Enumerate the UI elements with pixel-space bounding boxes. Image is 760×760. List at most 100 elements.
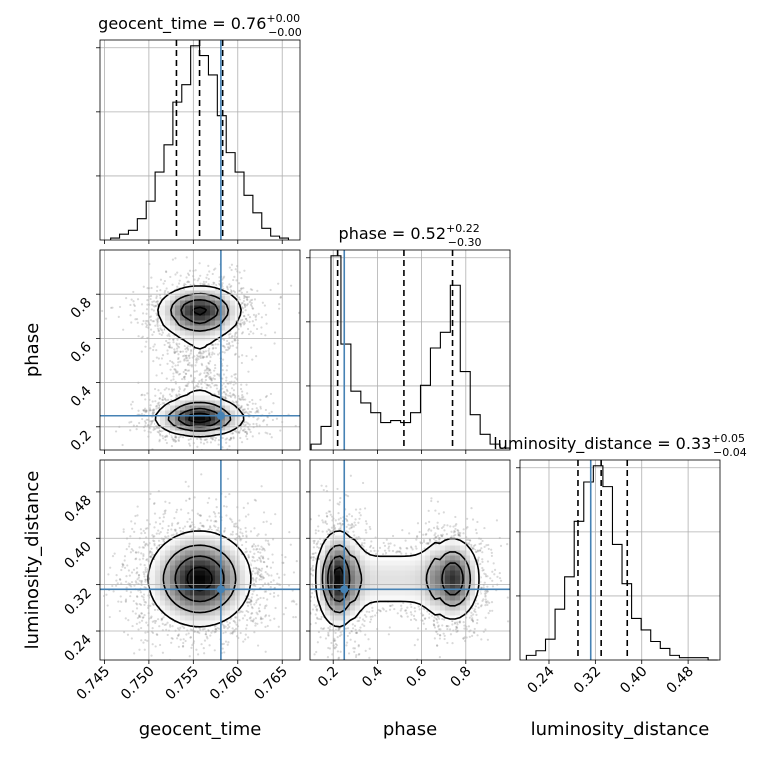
- scatter-point: [194, 364, 197, 367]
- scatter-point: [241, 354, 244, 357]
- scatter-point: [177, 373, 181, 376]
- scatter-point: [203, 283, 206, 286]
- scatter-point: [230, 291, 233, 294]
- density-cell: [195, 405, 201, 411]
- scatter-point: [190, 365, 194, 368]
- scatter-point: [214, 346, 217, 350]
- scatter-point: [142, 553, 145, 556]
- scatter-point: [142, 593, 146, 596]
- scatter-point: [197, 653, 200, 656]
- scatter-point: [156, 608, 159, 611]
- scatter-point: [144, 631, 147, 634]
- panel-frame: [519, 459, 721, 661]
- scatter-point: [239, 387, 243, 391]
- scatter-point: [135, 428, 138, 431]
- scatter-point: [156, 633, 159, 636]
- scatter-point: [163, 343, 166, 347]
- scatter-point: [155, 546, 158, 550]
- scatter-point: [196, 512, 199, 515]
- scatter-point: [213, 631, 216, 634]
- scatter-point: [144, 580, 147, 583]
- density-cell: [195, 290, 201, 296]
- scatter-point: [203, 627, 206, 631]
- density-cell: [190, 390, 196, 396]
- scatter-point: [134, 551, 137, 554]
- density-cell: [180, 425, 186, 431]
- scatter-point: [199, 350, 202, 353]
- scatter-point: [273, 617, 276, 620]
- scatter-point: [182, 527, 185, 530]
- scatter-point: [253, 498, 256, 501]
- scatter-point: [145, 312, 148, 315]
- scatter-point: [165, 441, 168, 445]
- scatter-point: [246, 407, 250, 410]
- scatter-point: [183, 354, 186, 357]
- density-cell: [195, 310, 201, 316]
- scatter-point: [145, 325, 148, 329]
- scatter-point: [269, 392, 273, 396]
- scatter-point: [259, 405, 262, 408]
- scatter-point: [227, 333, 231, 336]
- scatter-point: [231, 400, 234, 403]
- scatter-point: [145, 410, 148, 413]
- density-cell: [180, 310, 186, 316]
- scatter-point: [201, 378, 204, 381]
- scatter-point: [231, 344, 235, 347]
- scatter-point: [157, 539, 161, 542]
- density-cell: [205, 300, 211, 306]
- scatter-point: [132, 290, 135, 294]
- scatter-point: [243, 408, 246, 411]
- scatter-point: [224, 397, 227, 400]
- scatter-point: [165, 434, 168, 437]
- scatter-point: [122, 528, 125, 531]
- scatter-point: [242, 307, 245, 310]
- scatter-point: [150, 286, 153, 290]
- scatter-point: [138, 614, 141, 618]
- scatter-point: [154, 304, 157, 308]
- density-cell: [185, 315, 191, 321]
- scatter-point: [232, 383, 235, 386]
- scatter-point: [214, 343, 217, 346]
- scatter-point: [123, 555, 127, 558]
- scatter-point: [228, 445, 231, 448]
- scatter-point: [149, 315, 153, 318]
- scatter-point: [164, 270, 168, 273]
- scatter-point: [251, 398, 254, 402]
- scatter-point: [222, 642, 225, 645]
- scatter-point: [240, 441, 244, 444]
- density-cell: [220, 330, 226, 336]
- scatter-point: [144, 601, 148, 604]
- scatter-point: [175, 394, 178, 397]
- scatter-point: [183, 375, 187, 378]
- scatter-point: [178, 628, 181, 631]
- scatter-point: [227, 382, 230, 385]
- scatter-point: [187, 511, 190, 515]
- scatter-point: [122, 564, 125, 567]
- scatter-point: [212, 343, 215, 347]
- scatter-point: [251, 307, 255, 310]
- density-cell: [190, 415, 196, 421]
- scatter-point: [152, 411, 155, 414]
- scatter-point: [258, 424, 261, 427]
- density-cell: [180, 415, 186, 421]
- scatter-point: [206, 519, 209, 522]
- scatter-point: [263, 304, 266, 307]
- scatter-point: [222, 396, 225, 399]
- scatter-point: [205, 386, 208, 389]
- scatter-point: [129, 314, 132, 317]
- scatter-point: [140, 303, 144, 306]
- scatter-point: [156, 327, 160, 330]
- scatter-point: [246, 411, 249, 414]
- scatter-point: [199, 351, 202, 354]
- scatter-point: [244, 633, 247, 636]
- scatter-point: [231, 627, 234, 630]
- scatter-point: [202, 355, 206, 359]
- scatter-point: [225, 343, 229, 346]
- scatter-point: [215, 520, 218, 523]
- density-cell: [205, 325, 211, 331]
- scatter-point: [229, 436, 233, 439]
- scatter-point: [188, 442, 191, 445]
- scatter-point: [176, 271, 179, 274]
- scatter-point: [230, 336, 233, 339]
- density-cell: [190, 305, 196, 311]
